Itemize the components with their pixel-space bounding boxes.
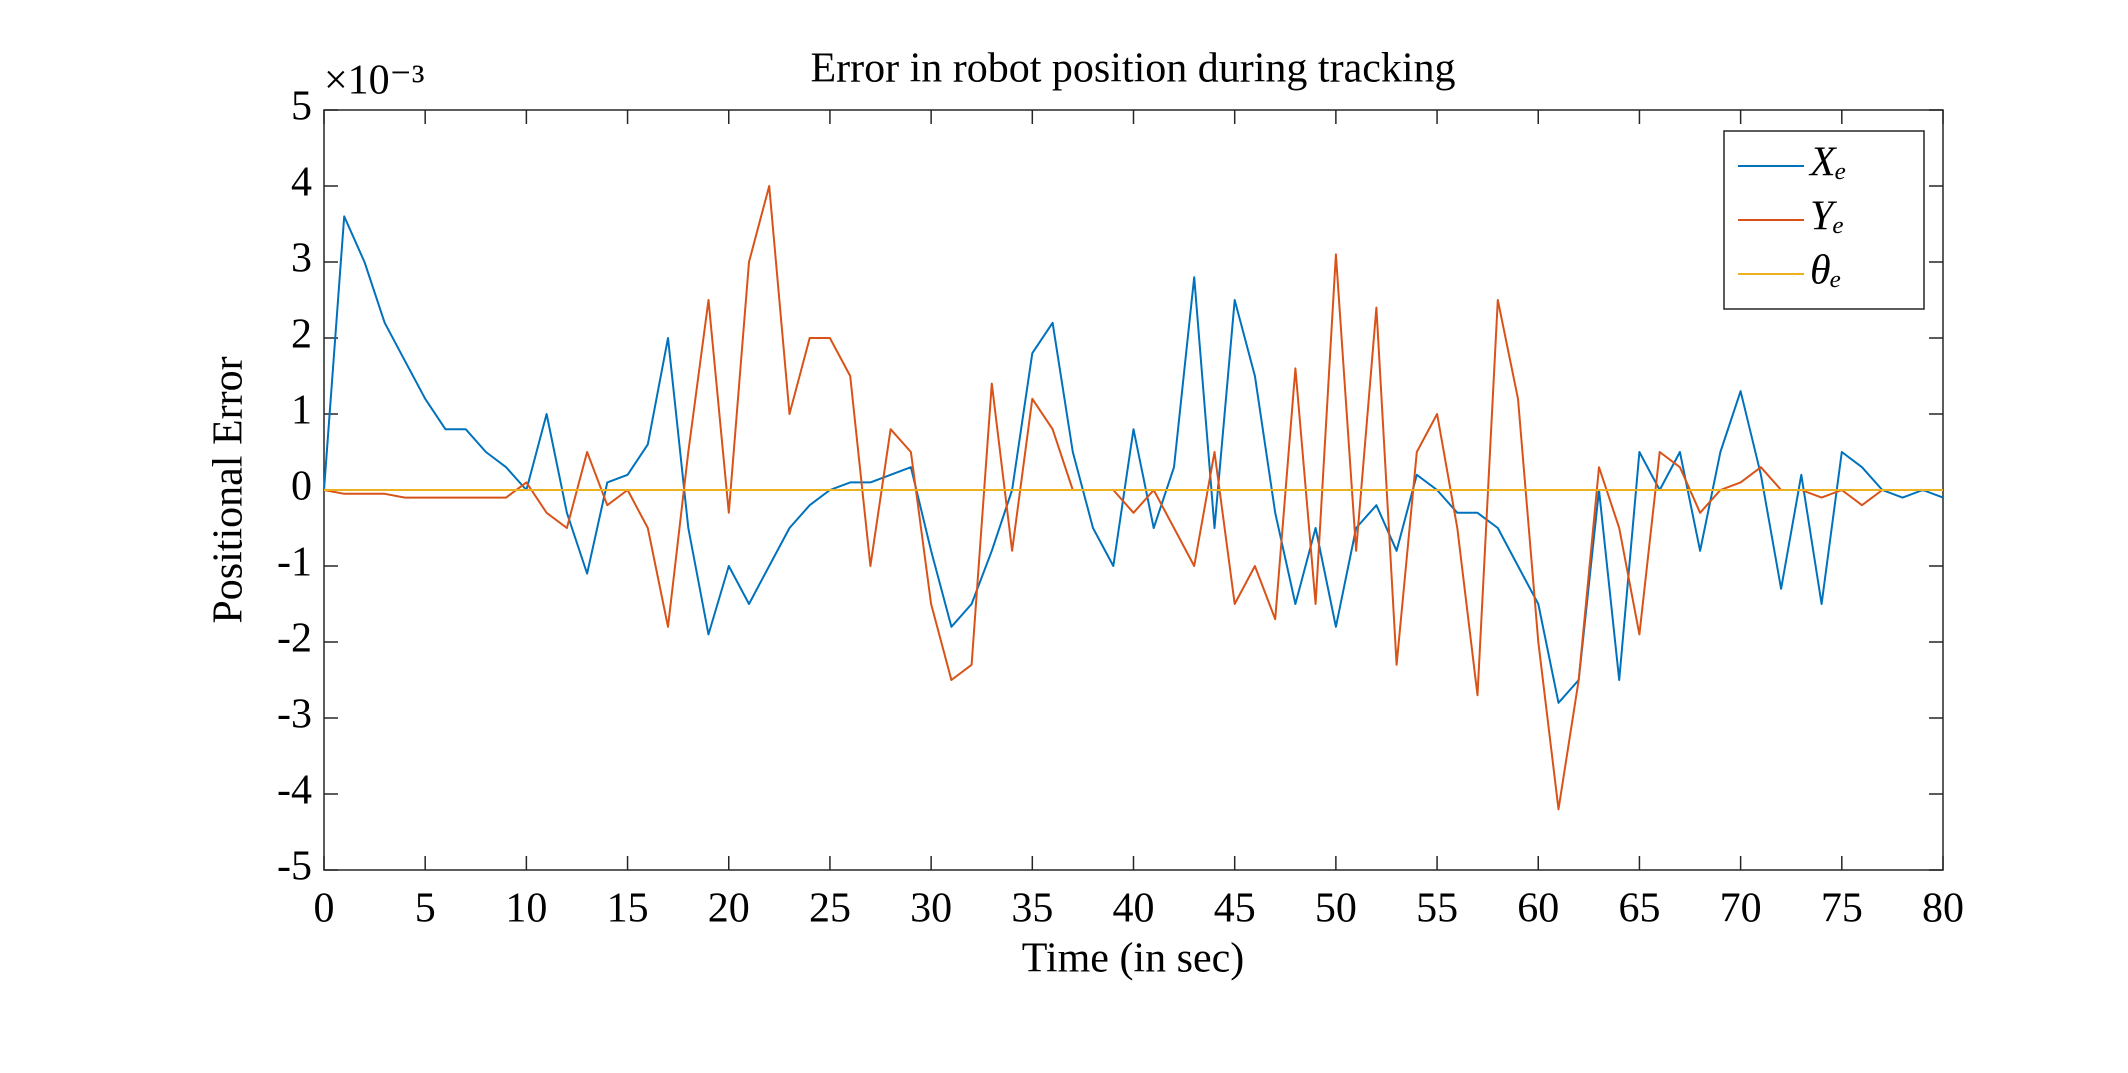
y-tick-label: 5: [291, 84, 312, 130]
x-tick-label: 25: [809, 886, 851, 932]
x-tick-label: 50: [1315, 886, 1357, 932]
x-tick-label: 10: [505, 886, 547, 932]
legend-label: θₑ: [1810, 248, 1842, 294]
x-tick-label: 40: [1113, 886, 1155, 932]
y-tick-label: -3: [277, 692, 312, 738]
x-tick-label: 55: [1416, 886, 1458, 932]
x-tick-label: 70: [1720, 886, 1762, 932]
y-tick-label: -1: [277, 540, 312, 586]
x-tick-label: 15: [607, 886, 649, 932]
x-tick-label: 65: [1618, 886, 1660, 932]
y-tick-label: -2: [277, 616, 312, 662]
legend-label: Xₑ: [1808, 140, 1847, 186]
x-tick-label: 5: [415, 886, 436, 932]
series-line: [323, 215, 1944, 704]
x-tick-label: 80: [1922, 886, 1964, 932]
x-tick-label: 20: [708, 886, 750, 932]
series-line: [323, 185, 1943, 811]
x-axis-label: Time (in sec): [1022, 936, 1244, 982]
y-tick-label: -5: [277, 844, 312, 890]
y-tick-label: 2: [291, 312, 312, 358]
x-tick-label: 60: [1517, 886, 1559, 932]
x-tick-label: 45: [1214, 886, 1256, 932]
x-tick-label: 0: [314, 886, 335, 932]
x-tick-label: 30: [910, 886, 952, 932]
x-tick-label: 35: [1011, 886, 1053, 932]
y-tick-label: 4: [291, 160, 312, 206]
y-axis-label: Positional Error: [206, 356, 252, 623]
y-tick-label: 0: [291, 464, 312, 510]
legend-label: Yₑ: [1810, 194, 1844, 240]
y-tick-label: 3: [291, 236, 312, 282]
x-tick-label: 75: [1821, 886, 1863, 932]
y-tick-label: -4: [277, 768, 312, 814]
chart-title: Error in robot position during tracking: [810, 46, 1455, 92]
y-tick-label: 1: [291, 388, 312, 434]
y-exponent: ×10⁻³: [324, 58, 424, 104]
